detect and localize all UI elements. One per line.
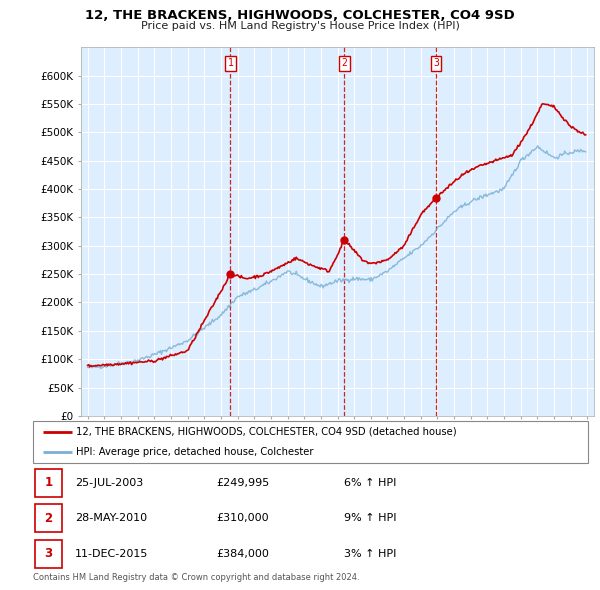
Text: £384,000: £384,000 [216, 549, 269, 559]
Text: 12, THE BRACKENS, HIGHWOODS, COLCHESTER, CO4 9SD (detached house): 12, THE BRACKENS, HIGHWOODS, COLCHESTER,… [76, 427, 457, 437]
Text: 12, THE BRACKENS, HIGHWOODS, COLCHESTER, CO4 9SD: 12, THE BRACKENS, HIGHWOODS, COLCHESTER,… [85, 9, 515, 22]
Text: 11-DEC-2015: 11-DEC-2015 [74, 549, 148, 559]
Text: 9% ↑ HPI: 9% ↑ HPI [344, 513, 397, 523]
Text: 1: 1 [44, 476, 53, 490]
Text: 2: 2 [44, 512, 53, 525]
Text: 1: 1 [227, 58, 233, 68]
Text: 3% ↑ HPI: 3% ↑ HPI [344, 549, 396, 559]
FancyBboxPatch shape [35, 504, 62, 532]
Text: HPI: Average price, detached house, Colchester: HPI: Average price, detached house, Colc… [76, 447, 314, 457]
FancyBboxPatch shape [33, 421, 588, 463]
FancyBboxPatch shape [35, 469, 62, 497]
Text: Price paid vs. HM Land Registry's House Price Index (HPI): Price paid vs. HM Land Registry's House … [140, 21, 460, 31]
Text: 3: 3 [44, 547, 53, 560]
Text: 25-JUL-2003: 25-JUL-2003 [74, 478, 143, 488]
FancyBboxPatch shape [35, 540, 62, 568]
Text: 3: 3 [433, 58, 439, 68]
Text: 2: 2 [341, 58, 347, 68]
Text: 6% ↑ HPI: 6% ↑ HPI [344, 478, 396, 488]
Text: £310,000: £310,000 [216, 513, 269, 523]
Text: Contains HM Land Registry data © Crown copyright and database right 2024.: Contains HM Land Registry data © Crown c… [33, 573, 359, 582]
Text: £249,995: £249,995 [216, 478, 269, 488]
Text: 28-MAY-2010: 28-MAY-2010 [74, 513, 147, 523]
